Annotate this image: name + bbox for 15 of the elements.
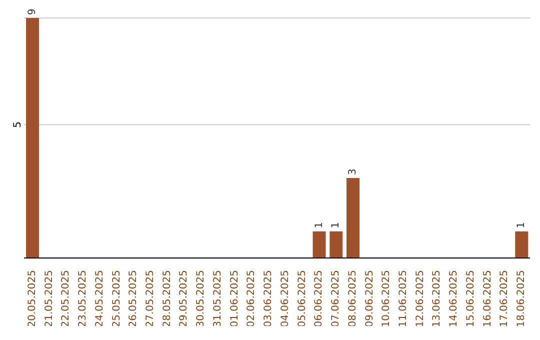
- data-label: 1: [314, 222, 325, 228]
- x-tick-label: 10.06.2025: [381, 270, 392, 328]
- x-tick-label: 14.06.2025: [448, 270, 460, 328]
- x-tick-label: 15.06.2025: [465, 270, 476, 328]
- x-tick-label: 18.06.2025: [516, 270, 528, 328]
- x-tick-label: 12.06.2025: [414, 270, 426, 328]
- y-tick-label: 5: [12, 121, 24, 128]
- x-tick-label: 11.06.2025: [398, 270, 409, 328]
- x-tick-label: 13.06.2025: [432, 270, 443, 328]
- data-label: 1: [330, 222, 342, 228]
- data-label: 9: [27, 8, 38, 15]
- data-label: 3: [347, 168, 358, 175]
- data-label: 1: [516, 222, 528, 228]
- x-tick-label: 17.06.2025: [499, 270, 510, 328]
- x-tick-label: 16.06.2025: [482, 270, 494, 328]
